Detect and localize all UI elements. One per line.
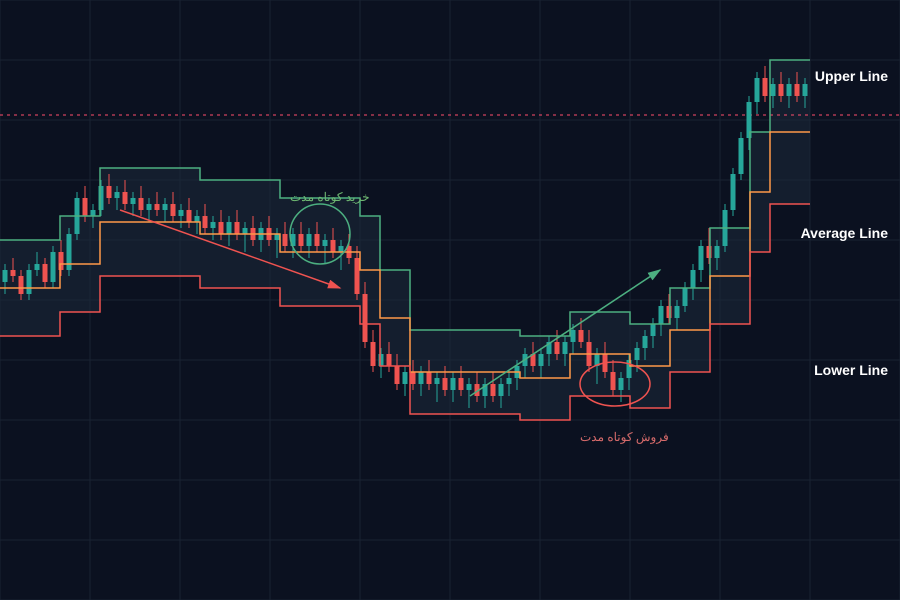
lower-line-label: Lower Line <box>814 362 888 378</box>
upper-line-label: Upper Line <box>815 68 888 84</box>
buy-annotation: خرید کوتاه مدت <box>290 190 370 204</box>
sell-annotation: فروش کوتاه مدت <box>580 430 669 444</box>
average-line-label: Average Line <box>801 225 888 241</box>
candlestick-chart <box>0 0 900 600</box>
